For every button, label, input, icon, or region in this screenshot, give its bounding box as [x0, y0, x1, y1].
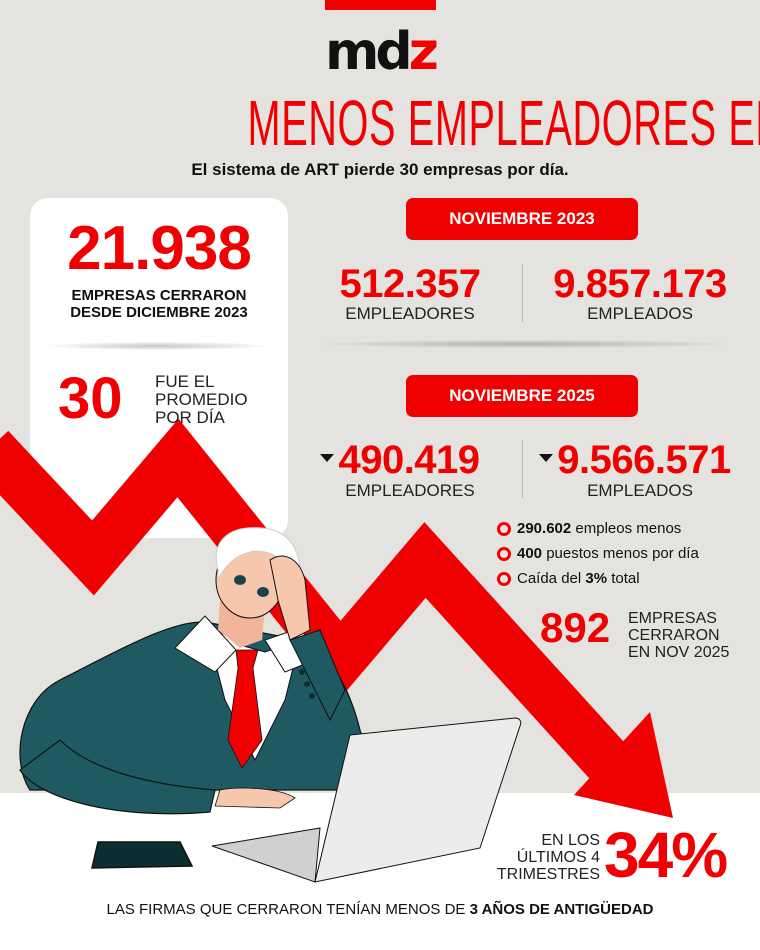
bullet-pre: Caída del: [517, 570, 586, 587]
ring-bullet-icon: [497, 546, 511, 561]
employees-2025-label: EMPLEADOS: [587, 481, 693, 500]
top-accent-bar: [325, 0, 436, 10]
title-text: MENOS EMPLEADORES EN LA ERA MILEI: [247, 87, 760, 159]
total-closed-value: 21.938: [67, 214, 252, 283]
ring-bullet-icon: [497, 571, 511, 586]
bullet-item: Caída del 3% total: [497, 566, 699, 591]
period-badge-2023: NOVIEMBRE 2023: [406, 198, 638, 240]
footer-note: LAS FIRMAS QUE CERRARON TENÍAN MENOS DE …: [0, 901, 760, 918]
employers-2025-label: EMPLEADORES: [345, 481, 475, 500]
bullet-bold: 290.602: [517, 520, 572, 537]
column-divider: [522, 440, 523, 498]
closures-label-line1: EMPRESAS: [628, 610, 717, 627]
phone-icon: [91, 841, 194, 869]
nov-2025-closures-value: 892: [540, 604, 611, 651]
arrowhead-icon: [574, 712, 673, 818]
bullet-text: puestos menos por día: [542, 545, 699, 562]
nov-2025-closures-label: EMPRESAS CERRARON EN NOV 2025: [628, 610, 729, 661]
daily-average-label-line3: POR DÍA: [155, 408, 225, 427]
bullet-bold: 400: [517, 545, 543, 562]
employees-2023-value: 9.857.173: [553, 262, 727, 306]
quarters-label-line1: EN LOS: [541, 832, 600, 849]
quarters-label-line3: TRIMESTRES: [496, 866, 600, 883]
employees-2025-number: 9.566.571: [557, 438, 731, 482]
employees-2023-label: EMPLEADOS: [587, 304, 693, 323]
quarters-percentage: 34%: [604, 819, 728, 891]
bullet-list: 290.602 empleos menos 400 puestos menos …: [497, 516, 699, 591]
employers-2023-value: 512.357: [339, 262, 481, 306]
footer-bold: 3 AÑOS DE ANTIGÜEDAD: [469, 901, 654, 918]
daily-average-label: FUE EL PROMEDIO POR DÍA: [155, 373, 248, 427]
page-title: MENOS EMPLEADORES EN LA ERA MILEI: [0, 88, 760, 158]
total-closed-label-line1: EMPRESAS CERRARON: [71, 287, 247, 304]
subtitle: El sistema de ART pierde 30 empresas por…: [191, 160, 569, 179]
bullet-item: 400 puestos menos por día: [497, 541, 699, 566]
total-closed-label: EMPRESAS CERRARON DESDE DICIEMBRE 2023: [30, 287, 288, 321]
footer-text: LAS FIRMAS QUE CERRARON TENÍAN MENOS DE: [106, 901, 470, 918]
employers-2025-number: 490.419: [338, 438, 480, 482]
laptop-icon: [211, 717, 522, 883]
employers-2025-value: 490.419: [300, 438, 500, 482]
ring-bullet-icon: [497, 521, 511, 536]
worried-businessman-icon: [19, 527, 381, 815]
closures-label-line3: EN NOV 2025: [628, 644, 730, 661]
quarters-label-line2: ÚLTIMOS 4: [516, 849, 600, 866]
closures-label-line2: CERRARON: [628, 627, 720, 644]
period-badge-2025: NOVIEMBRE 2025: [406, 375, 638, 417]
quarters-label: EN LOS ÚLTIMOS 4 TRIMESTRES: [470, 832, 600, 883]
daily-average-value: 30: [58, 366, 123, 431]
bullet-text: empleos menos: [571, 520, 682, 537]
daily-average-label-line2: PROMEDIO: [155, 390, 248, 409]
column-divider: [522, 264, 523, 322]
mdz-logo: mdz: [0, 22, 760, 82]
down-triangle-icon: [539, 454, 554, 463]
down-triangle-icon: [320, 454, 335, 463]
bullet-bold: 3%: [585, 570, 608, 587]
employers-2023-label: EMPLEADORES: [345, 304, 475, 323]
logo-text-md: md: [325, 22, 412, 82]
total-closed-label-line2: DESDE DICIEMBRE 2023: [70, 304, 248, 321]
employees-2025-value: 9.566.571: [525, 438, 745, 482]
bullet-item: 290.602 empleos menos: [497, 516, 699, 541]
bullet-text: total: [607, 570, 640, 587]
logo-text-z: z: [408, 22, 439, 82]
daily-average-label-line1: FUE EL: [155, 372, 215, 391]
divider-shadow: [325, 340, 725, 348]
divider-shadow: [50, 342, 265, 350]
